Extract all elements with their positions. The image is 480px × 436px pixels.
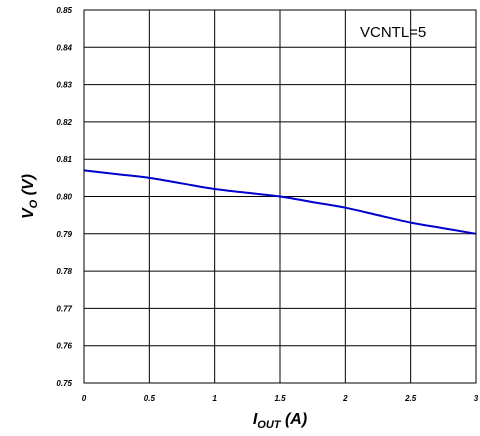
y-tick-labels: 0.75 0.76 0.77 0.78 0.79 0.80 0.81 0.82 0.83 0.84… xyxy=(56,6,72,388)
series-line xyxy=(83,169,477,235)
y-tick-label: 0.80 xyxy=(56,193,72,202)
series-lines xyxy=(83,169,477,235)
x-tick-label: 2.5 xyxy=(404,394,417,403)
y-tick-label: 0.75 xyxy=(56,379,72,388)
x-tick-label: 2 xyxy=(342,394,348,403)
x-tick-label: 1.5 xyxy=(274,394,286,403)
y-axis-label-sub: O xyxy=(28,199,40,208)
x-axis-label-main: I xyxy=(253,411,258,428)
plot-frame xyxy=(83,9,477,384)
x-axis-label-sub: OUT xyxy=(257,419,282,431)
annotation-label: VCNTL=5 xyxy=(360,24,426,41)
x-axis-label: IOUT (A) xyxy=(253,411,307,431)
x-tick-label: 0 xyxy=(82,394,87,403)
y-tick-label: 0.77 xyxy=(56,304,72,313)
y-tick-label: 0.76 xyxy=(56,342,72,351)
y-axis-label-main: V xyxy=(20,207,37,219)
y-tick-label: 0.84 xyxy=(56,43,72,52)
x-tick-labels: 0 0.5 1 1.5 2 2.5 3 xyxy=(82,394,479,403)
x-axis-label-unit: (A) xyxy=(281,411,308,428)
y-tick-label: 0.85 xyxy=(56,6,72,15)
y-axis-label: VO (V) xyxy=(20,174,40,219)
x-tick-label: 0.5 xyxy=(144,394,156,403)
x-tick-label: 1 xyxy=(212,394,217,403)
y-tick-label: 0.81 xyxy=(56,155,72,164)
y-tick-label: 0.83 xyxy=(56,81,72,90)
y-tick-label: 0.79 xyxy=(56,230,72,239)
y-tick-label: 0.82 xyxy=(56,118,72,127)
y-axis-label-unit: (V) xyxy=(20,174,37,200)
x-tick-label: 3 xyxy=(474,394,479,403)
y-tick-label: 0.78 xyxy=(56,267,72,276)
